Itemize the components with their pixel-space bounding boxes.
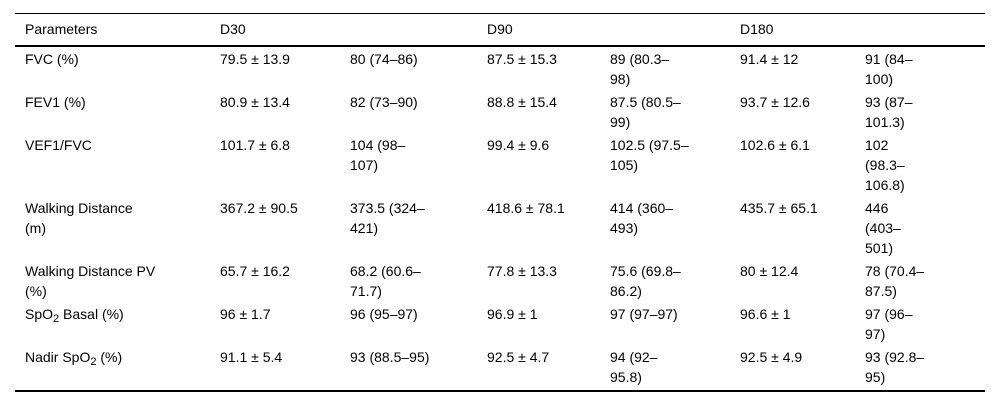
value-cell-d90-median: 89 (80.3– 98) bbox=[610, 51, 670, 87]
value-cell-d30-median: 373.5 (324– 421) bbox=[350, 200, 425, 236]
value-cell-d30-mean: 101.7 ± 6.8 bbox=[220, 137, 290, 153]
param-label-text: Basal (%) bbox=[59, 306, 124, 322]
value-cell-d180-median: 93 (92.8– 95) bbox=[865, 349, 925, 385]
col-header-d30: D30 bbox=[220, 13, 487, 47]
value-cell-d30-mean: 80.9 ± 13.4 bbox=[220, 94, 290, 110]
param-label-text: Walking Distance PV (%) bbox=[25, 263, 156, 299]
value-cell-d30-median: 96 (95–97) bbox=[350, 306, 418, 322]
value-cell-d180-mean: 91.4 ± 12 bbox=[740, 51, 799, 67]
param-label: Walking Distance (m) bbox=[15, 196, 220, 259]
table-row-spo2-basal: SpO2 Basal (%) 96 ± 1.7 96 (95–97) 96.9 … bbox=[15, 302, 985, 345]
col-header-d180: D180 bbox=[740, 13, 985, 47]
param-label-subscript: 2 bbox=[53, 313, 60, 325]
results-table: Parameters D30 D90 D180 FVC (%) 79.5 ± 1… bbox=[15, 13, 985, 392]
table-row-vef1-fvc: VEF1/FVC 101.7 ± 6.8 104 (98– 107) 99.4 … bbox=[15, 133, 985, 196]
value-cell-d180-mean: 435.7 ± 65.1 bbox=[740, 200, 818, 216]
value-cell-d90-mean: 96.9 ± 1 bbox=[487, 306, 538, 322]
param-label: FEV1 (%) bbox=[15, 90, 220, 133]
value-cell-d90-mean: 418.6 ± 78.1 bbox=[487, 200, 565, 216]
value-cell-d90-mean: 88.8 ± 15.4 bbox=[487, 94, 557, 110]
param-label-text: (%) bbox=[96, 349, 123, 365]
param-label-text: FVC (%) bbox=[25, 51, 79, 67]
value-cell-d180-mean: 80 ± 12.4 bbox=[740, 263, 799, 279]
value-cell-d180-median: 78 (70.4– 87.5) bbox=[865, 263, 925, 299]
table-row-fev1: FEV1 (%) 80.9 ± 13.4 82 (73–90) 88.8 ± 1… bbox=[15, 90, 985, 133]
value-cell-d180-mean: 92.5 ± 4.9 bbox=[740, 349, 803, 365]
value-cell-d180-median: 446 (403– 501) bbox=[865, 200, 901, 256]
table-row-walking-distance-pv: Walking Distance PV (%) 65.7 ± 16.2 68.2… bbox=[15, 259, 985, 302]
param-label: Walking Distance PV (%) bbox=[15, 259, 220, 302]
value-cell-d90-mean: 87.5 ± 15.3 bbox=[487, 51, 557, 67]
value-cell-d180-mean: 102.6 ± 6.1 bbox=[740, 137, 810, 153]
value-cell-d180-median: 97 (96– 97) bbox=[865, 306, 913, 342]
value-cell-d180-median: 102 (98.3– 106.8) bbox=[865, 137, 905, 193]
value-cell-d180-median: 93 (87– 101.3) bbox=[865, 94, 913, 130]
value-cell-d30-median: 80 (74–86) bbox=[350, 51, 418, 67]
param-label-text: VEF1/FVC bbox=[25, 137, 92, 153]
value-cell-d30-median: 68.2 (60.6– 71.7) bbox=[350, 263, 421, 299]
col-header-d90: D90 bbox=[487, 13, 740, 47]
value-cell-d180-mean: 93.7 ± 12.6 bbox=[740, 94, 810, 110]
value-cell-d30-median: 104 (98– 107) bbox=[350, 137, 406, 173]
value-cell-d90-median: 97 (97–97) bbox=[610, 306, 678, 322]
value-cell-d30-mean: 96 ± 1.7 bbox=[220, 306, 271, 322]
value-cell-d30-median: 82 (73–90) bbox=[350, 94, 418, 110]
param-label: VEF1/FVC bbox=[15, 133, 220, 196]
value-cell-d90-mean: 77.8 ± 13.3 bbox=[487, 263, 557, 279]
value-cell-d180-median: 91 (84– 100) bbox=[865, 51, 913, 87]
param-label-text: SpO bbox=[25, 306, 54, 322]
value-cell-d90-median: 94 (92– 95.8) bbox=[610, 349, 658, 385]
value-cell-d30-mean: 91.1 ± 5.4 bbox=[220, 349, 283, 365]
value-cell-d30-mean: 367.2 ± 90.5 bbox=[220, 200, 298, 216]
value-cell-d30-mean: 79.5 ± 13.9 bbox=[220, 51, 290, 67]
param-label: Nadir SpO2 (%) bbox=[15, 345, 220, 391]
value-cell-d90-mean: 99.4 ± 9.6 bbox=[487, 137, 550, 153]
table-row-fvc: FVC (%) 79.5 ± 13.9 80 (74–86) 87.5 ± 15… bbox=[15, 46, 985, 90]
value-cell-d90-median: 87.5 (80.5– 99) bbox=[610, 94, 681, 130]
value-cell-d90-mean: 92.5 ± 4.7 bbox=[487, 349, 550, 365]
value-cell-d90-median: 102.5 (97.5– 105) bbox=[610, 137, 689, 173]
col-header-parameters: Parameters bbox=[15, 13, 220, 47]
param-label: FVC (%) bbox=[15, 46, 220, 90]
value-cell-d30-median: 93 (88.5–95) bbox=[350, 349, 430, 365]
param-label-text: FEV1 (%) bbox=[25, 94, 86, 110]
param-label: SpO2 Basal (%) bbox=[15, 302, 220, 345]
value-cell-d90-median: 414 (360– 493) bbox=[610, 200, 674, 236]
value-cell-d30-mean: 65.7 ± 16.2 bbox=[220, 263, 290, 279]
value-cell-d90-median: 75.6 (69.8– 86.2) bbox=[610, 263, 681, 299]
table-row-nadir-spo2: Nadir SpO2 (%) 91.1 ± 5.4 93 (88.5–95) 9… bbox=[15, 345, 985, 391]
value-cell-d180-mean: 96.6 ± 1 bbox=[740, 306, 791, 322]
param-label-text: Walking Distance (m) bbox=[25, 200, 133, 236]
header-row: Parameters D30 D90 D180 bbox=[15, 13, 985, 47]
param-label-text: Nadir SpO bbox=[25, 349, 91, 365]
table-row-walking-distance: Walking Distance (m) 367.2 ± 90.5 373.5 … bbox=[15, 196, 985, 259]
param-label-subscript: 2 bbox=[90, 356, 97, 368]
